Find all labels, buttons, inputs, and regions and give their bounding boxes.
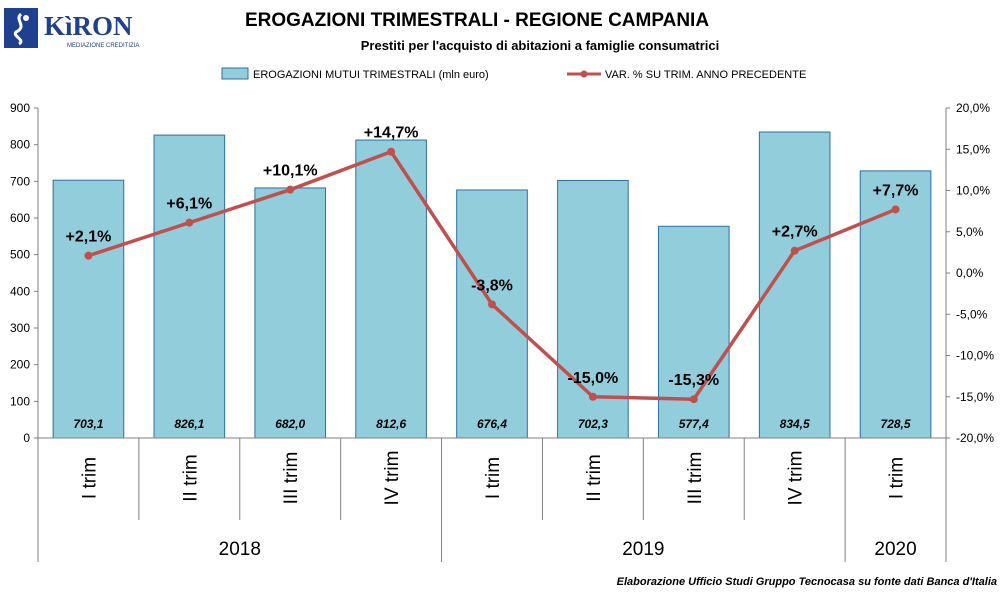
line-point [387,147,396,156]
line-point [689,395,698,404]
bar [355,139,427,439]
y-right-tick-label: 10,0% [956,184,990,198]
x-category-label: II trim [180,454,201,502]
chart-title: EROGAZIONI TRIMESTRALI - REGIONE CAMPANI… [245,10,709,31]
y-right-tick-label: -20,0% [956,431,994,445]
kiron-logo: KìRON MEDIAZIONE CREDITIZIA [4,6,154,52]
line-labels: +2,1% +6,1% +10,1% +14,7% -3,8% -15,0% -15,3% +… [66,125,919,390]
bar [254,187,327,439]
bar-labels: 703,1 826,1 682,0 812,6 676,4 702,3 577,4 834,5… [73,417,910,431]
x-category-label: III trim [685,452,706,505]
bar [52,179,125,439]
bar [153,134,226,439]
y-left-tick-label: 300 [10,321,30,335]
y-right-tick-label: 15,0% [956,142,990,156]
line-data-label: +2,1% [66,229,112,246]
bar-data-label: 702,3 [578,417,608,431]
y-right-tick-label: 0,0% [956,266,984,280]
y-left-tick-label: 900 [10,101,30,115]
line-data-label: -3,8% [471,277,513,294]
x-category-label: IV trim [786,451,807,506]
legend-line-marker [580,70,588,78]
line-point [185,218,194,227]
y-left-tick-label: 600 [10,211,30,225]
bar-data-label: 834,5 [780,417,810,431]
line-point [84,251,93,260]
y-left-tick-label: 800 [10,138,30,152]
x-category-label: I trim [887,457,908,499]
line-data-label: -15,3% [668,372,719,389]
y-right-tick-label: -5,0% [956,307,988,321]
bar [657,225,730,439]
bar [859,170,932,439]
bars [52,131,932,439]
line-data-label: +2,7% [772,224,818,241]
bar [456,189,528,439]
line-point [286,185,295,194]
y-left-tick-label: 100 [10,394,30,408]
line-data-label: +6,1% [166,196,212,213]
x-category-label: I trim [79,457,100,499]
line-point [488,300,496,309]
x-category-label: IV trim [382,451,403,506]
y-right-tick-label: -15,0% [956,390,994,404]
chart-subtitle: Prestiti per l'acquisto di abitazioni a … [361,38,720,53]
y-left-tick-label: 400 [10,284,30,298]
legend: EROGAZIONI MUTUI TRIMESTRALI (mln euro) … [221,67,806,81]
y-left-tick-label: 500 [10,248,30,262]
line-series [84,147,900,404]
bar-data-label: 577,4 [679,417,709,431]
y-right-tick-label: -10,0% [956,349,994,363]
y-left-tick-label: 200 [10,358,30,372]
axes: 0 100 200 300 400 500 600 700 800 900 -20,0% -15,0%… [10,101,994,445]
line-data-label: +7,7% [873,182,919,199]
legend-bar-label: EROGAZIONI MUTUI TRIMESTRALI (mln euro) [253,69,489,81]
bar-data-label: 812,6 [376,417,406,431]
legend-line-label: VAR. % SU TRIM. ANNO PRECEDENTE [605,69,806,81]
line-point [588,392,597,401]
line-data-label: +10,1% [263,163,318,180]
x-group-label: 2019 [622,539,664,560]
x-category-label: III trim [281,452,302,505]
y-right-tick-label: 20,0% [956,101,990,115]
y-left-tick-label: 0 [23,431,30,445]
logo-tagline: MEDIAZIONE CREDITIZIA [67,43,139,49]
bar-data-label: 728,5 [881,417,911,431]
line-point [891,205,900,214]
legend-bar-swatch [221,67,249,80]
bar-data-label: 703,1 [73,417,103,431]
logo-name: KìRON [44,11,133,41]
x-group-label: 2018 [219,539,261,560]
bar-data-label: 676,4 [477,417,507,431]
y-right-tick-label: 5,0% [956,225,984,239]
line-data-label: +14,7% [364,125,419,142]
line-data-label: -15,0% [568,370,619,387]
x-category-label: I trim [483,457,504,499]
y-left-tick-label: 700 [10,174,30,188]
bar-data-label: 682,0 [275,417,305,431]
source-note: Elaborazione Ufficio Studi Gruppo Tecnoc… [617,576,997,588]
x-category-label: II trim [584,454,605,502]
x-axis: I trim II trim III trim IV trim I trim II tri… [37,437,947,562]
x-group-label: 2020 [874,539,916,560]
line-point [790,246,799,255]
bar-data-label: 826,1 [174,417,204,431]
